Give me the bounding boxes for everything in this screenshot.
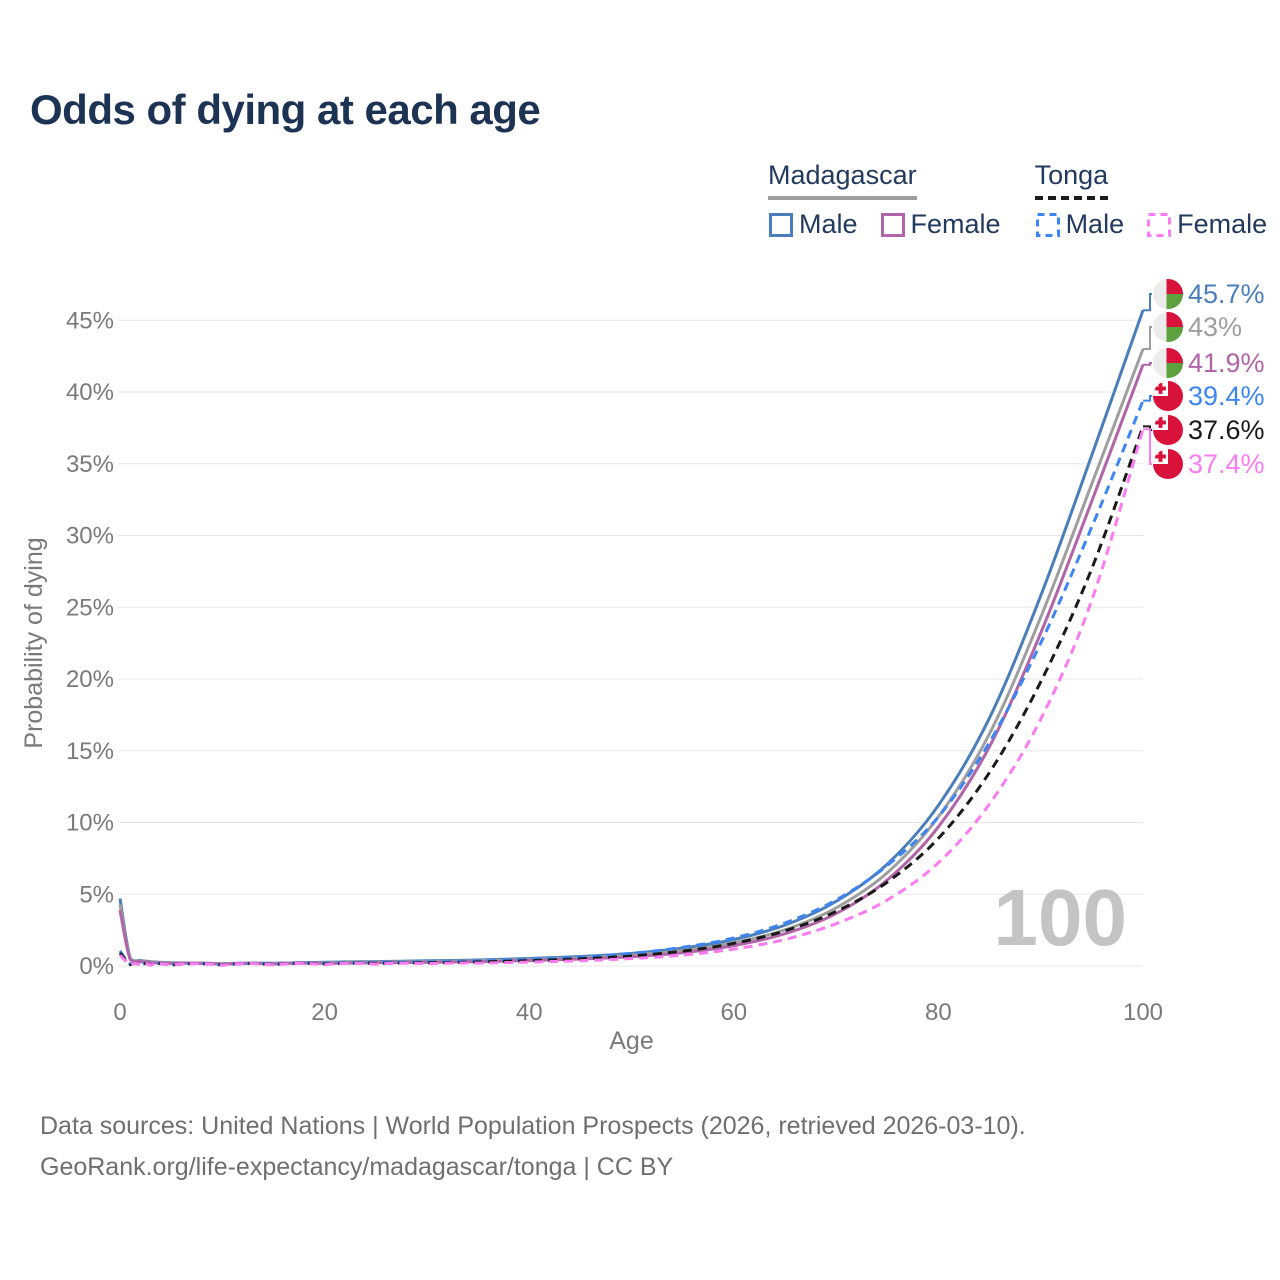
y-tick-label: 25% bbox=[66, 594, 114, 621]
end-value-label-madagascar-male: 45.7% bbox=[1188, 279, 1265, 309]
leader-line bbox=[1143, 293, 1152, 312]
legend-swatch-icon bbox=[1147, 212, 1172, 237]
legend-country-tonga: Tonga bbox=[1034, 160, 1109, 200]
y-tick-label: 15% bbox=[66, 738, 114, 765]
x-axis-title: Age bbox=[609, 1027, 653, 1055]
chart-title: Odds of dying at each age bbox=[30, 86, 541, 133]
legend-group-tonga: Tonga Male Female bbox=[1034, 160, 1267, 240]
legend: Madagascar Male Female Tonga Male Female bbox=[768, 160, 1267, 240]
legend-item-label: Female bbox=[910, 209, 1001, 239]
source-line-2: GeoRank.org/life-expectancy/madagascar/t… bbox=[40, 1153, 674, 1181]
y-tick-label: 35% bbox=[66, 451, 114, 478]
legend-item-tonga-female[interactable]: Female bbox=[1146, 209, 1267, 240]
legend-swatch-icon bbox=[1035, 212, 1060, 237]
age-watermark: 100 bbox=[994, 873, 1127, 962]
x-tick-label: 100 bbox=[1123, 999, 1163, 1026]
legend-item-label: Male bbox=[799, 209, 858, 239]
x-tick-label: 80 bbox=[925, 999, 952, 1026]
legend-group-madagascar: Madagascar Male Female bbox=[768, 160, 1001, 240]
x-tick-label: 60 bbox=[720, 999, 747, 1026]
leader-line bbox=[1143, 428, 1152, 465]
end-value-label-madagascar-both-sexes: 43% bbox=[1188, 312, 1242, 342]
tonga-flag-icon bbox=[1153, 381, 1183, 411]
madagascar-flag-icon bbox=[1153, 279, 1183, 309]
leader-line bbox=[1143, 326, 1152, 350]
legend-item-label: Male bbox=[1065, 209, 1125, 239]
legend-item-label: Female bbox=[1177, 209, 1268, 239]
legend-item-tonga-male[interactable]: Male bbox=[1035, 209, 1125, 240]
end-value-label-madagascar-female: 41.9% bbox=[1188, 348, 1265, 378]
series-line-tonga-both-sexes bbox=[118, 425, 1145, 967]
end-value-label-tonga-female: 37.4% bbox=[1188, 449, 1265, 479]
tonga-flag-icon bbox=[1153, 415, 1183, 445]
x-tick-label: 40 bbox=[516, 999, 543, 1026]
y-tick-label: 5% bbox=[79, 881, 114, 908]
legend-item-madagascar-male[interactable]: Male bbox=[768, 209, 858, 240]
series-line-madagascar-both-sexes bbox=[118, 348, 1145, 966]
y-axis-title: Probability of dying bbox=[20, 537, 48, 748]
x-tick-label: 20 bbox=[311, 999, 338, 1026]
y-tick-label: 0% bbox=[79, 953, 114, 980]
series-line-madagascar-female bbox=[118, 364, 1145, 966]
end-value-label-tonga-both-sexes: 37.6% bbox=[1188, 415, 1265, 445]
end-value-label-tonga-male: 39.4% bbox=[1188, 381, 1265, 411]
y-tick-label: 30% bbox=[66, 523, 114, 550]
y-tick-label: 20% bbox=[66, 666, 114, 693]
y-tick-label: 40% bbox=[66, 379, 114, 406]
madagascar-flag-icon bbox=[1153, 348, 1183, 378]
series-line-tonga-male bbox=[118, 400, 1145, 967]
y-tick-label: 10% bbox=[66, 810, 114, 837]
legend-item-madagascar-female[interactable]: Female bbox=[880, 209, 1001, 240]
madagascar-flag-icon bbox=[1153, 312, 1183, 342]
legend-swatch-icon bbox=[769, 212, 793, 237]
series-line-madagascar-male bbox=[118, 309, 1145, 966]
tonga-flag-icon bbox=[1153, 449, 1183, 479]
y-tick-label: 45% bbox=[66, 307, 114, 334]
source-line-1: Data sources: United Nations | World Pop… bbox=[40, 1112, 1026, 1140]
series-line-tonga-female bbox=[118, 428, 1145, 967]
leader-line bbox=[1143, 362, 1152, 366]
legend-swatch-icon bbox=[880, 212, 905, 237]
x-tick-label: 0 bbox=[113, 999, 126, 1026]
legend-country-madagascar: Madagascar bbox=[768, 160, 917, 200]
leader-line bbox=[1143, 395, 1152, 402]
data-source-note: Data sources: United Nations | World Pop… bbox=[40, 1106, 1026, 1188]
